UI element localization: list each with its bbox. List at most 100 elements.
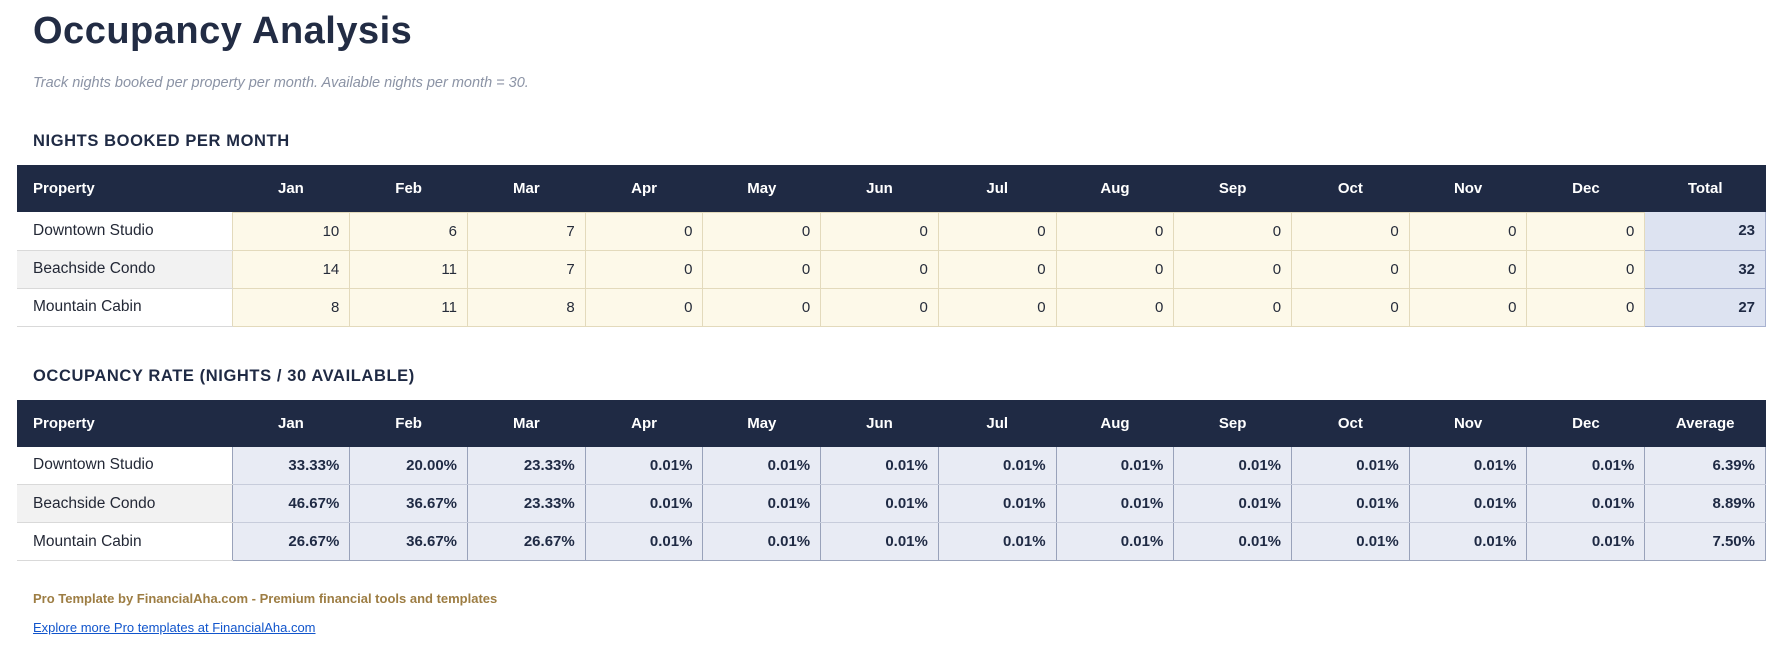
month-value-cell: 0.01% [820, 446, 939, 485]
month-value-cell: 0.01% [702, 522, 821, 561]
month-value-cell: 0.01% [1173, 446, 1292, 485]
month-value-cell: 0 [1408, 211, 1528, 251]
month-value-cell: 33.33% [231, 446, 350, 485]
average-value-cell: 6.39% [1644, 446, 1766, 485]
page-subtitle: Track nights booked per property per mon… [33, 75, 529, 91]
occupancy-rate-table: Property Jan Feb Mar Apr May Jun Jul Aug Sep Oct No… [17, 399, 1766, 561]
month-value-cell: 0 [1408, 250, 1528, 289]
month-value-cell: 11 [349, 288, 468, 327]
month-column-header: Oct [1291, 399, 1410, 447]
section-title-nights-booked: NIGHTS BOOKED PER MONTH [33, 132, 290, 150]
month-value-cell: 0.01% [1173, 522, 1292, 561]
month-column-header: Mar [467, 165, 586, 212]
table-row: Mountain Cabin 26.67% 36.67% 26.67% 0.01% 0.0… [17, 522, 1766, 561]
month-column-header: Oct [1291, 165, 1410, 212]
month-value-cell: 6 [349, 211, 468, 251]
month-column-header: Jan [232, 165, 350, 212]
month-value-cell: 0 [937, 288, 1057, 327]
property-cell: Mountain Cabin [17, 522, 233, 561]
property-column-header: Property [17, 165, 233, 212]
footer: Pro Template by FinancialAha.com - Premi… [17, 591, 1766, 637]
month-value-cell: 0.01% [1291, 522, 1410, 561]
month-value-cell: 0.01% [937, 484, 1057, 523]
month-value-cell: 0 [937, 211, 1057, 251]
month-value-cell: 36.67% [349, 484, 468, 523]
property-column-header: Property [17, 399, 233, 447]
month-value-cell: 11 [349, 250, 468, 289]
nights-table-body: Downtown Studio 10 6 7 0 0 0 0 0 0 0 0 0 23 Beachside … [17, 211, 1766, 327]
month-value-cell: 0 [1173, 211, 1293, 251]
month-column-header: Aug [1056, 399, 1174, 447]
month-value-cell: 0 [1173, 250, 1293, 289]
month-value-cell: 0.01% [1408, 484, 1527, 523]
month-column-header: May [702, 399, 821, 447]
month-value-cell: 0.01% [1055, 484, 1174, 523]
average-value-cell: 8.89% [1644, 484, 1766, 523]
month-value-cell: 0.01% [702, 446, 821, 485]
month-value-cell: 0.01% [1526, 484, 1645, 523]
month-value-cell: 0 [937, 250, 1057, 289]
month-value-cell: 0 [702, 288, 822, 327]
explore-templates-link[interactable]: Explore more Pro templates at FinancialA… [33, 620, 316, 635]
month-value-cell: 0 [702, 250, 822, 289]
month-value-cell: 0.01% [820, 484, 939, 523]
month-value-cell: 8 [231, 288, 351, 327]
month-value-cell: 0.01% [1291, 446, 1410, 485]
nights-booked-table: Property Jan Feb Mar Apr May Jun Jul Aug Sep Oct No… [17, 165, 1766, 327]
month-value-cell: 0.01% [584, 522, 703, 561]
month-value-cell: 0 [820, 211, 939, 251]
table-row: Downtown Studio 33.33% 20.00% 23.33% 0.01% 0.… [17, 446, 1766, 485]
month-value-cell: 0.01% [1526, 446, 1645, 485]
table-row: Beachside Condo 46.67% 36.67% 23.33% 0.01% 0.… [17, 484, 1766, 523]
month-value-cell: 23.33% [467, 484, 586, 523]
month-value-cell: 0 [1526, 250, 1646, 289]
month-value-cell: 0.01% [1173, 484, 1292, 523]
month-column-header: Dec [1526, 399, 1645, 447]
month-value-cell: 0 [1291, 288, 1410, 327]
month-value-cell: 0.01% [584, 446, 703, 485]
month-value-cell: 0.01% [1408, 522, 1527, 561]
table-row: Mountain Cabin 8 11 8 0 0 0 0 0 0 0 0 0 27 [17, 288, 1766, 327]
month-value-cell: 0 [1291, 211, 1410, 251]
property-cell: Beachside Condo [17, 484, 233, 523]
month-column-header: Apr [585, 165, 703, 212]
table-row: Downtown Studio 10 6 7 0 0 0 0 0 0 0 0 0 23 [17, 211, 1766, 251]
month-value-cell: 0.01% [937, 446, 1057, 485]
month-value-cell: 0 [820, 250, 939, 289]
average-column-header: Average [1644, 399, 1766, 447]
month-column-header: Feb [349, 165, 468, 212]
month-value-cell: 46.67% [231, 484, 350, 523]
month-value-cell: 0.01% [1291, 484, 1410, 523]
month-value-cell: 0 [1055, 250, 1175, 289]
total-value-cell: 27 [1644, 288, 1766, 327]
property-cell: Mountain Cabin [17, 288, 233, 327]
nights-table-header: Property Jan Feb Mar Apr May Jun Jul Aug Sep Oct No… [17, 165, 1766, 212]
property-cell: Downtown Studio [17, 212, 233, 251]
month-value-cell: 0 [584, 288, 704, 327]
total-value-cell: 32 [1644, 250, 1766, 289]
month-column-header: Jul [938, 399, 1057, 447]
month-value-cell: 0.01% [1055, 522, 1174, 561]
month-value-cell: 0 [1173, 288, 1293, 327]
header-row: Property Jan Feb Mar Apr May Jun Jul Aug Sep Oct No… [17, 165, 1766, 212]
month-value-cell: 0 [1408, 288, 1528, 327]
month-value-cell: 0.01% [820, 522, 939, 561]
month-value-cell: 0.01% [584, 484, 703, 523]
header-row: Property Jan Feb Mar Apr May Jun Jul Aug Sep Oct No… [17, 399, 1766, 447]
month-value-cell: 26.67% [467, 522, 586, 561]
month-value-cell: 0 [584, 250, 704, 289]
month-column-header: Jun [820, 399, 939, 447]
month-column-header: Jun [820, 165, 939, 212]
section-title-occupancy-rate: OCCUPANCY RATE (NIGHTS / 30 AVAILABLE) [33, 366, 415, 385]
month-value-cell: 26.67% [231, 522, 350, 561]
month-column-header: Jul [938, 165, 1057, 212]
page-title: Occupancy Analysis [33, 10, 413, 52]
property-cell: Downtown Studio [17, 446, 233, 485]
total-column-header: Total [1644, 165, 1766, 212]
month-column-header: Mar [467, 399, 586, 447]
month-value-cell: 0 [1526, 211, 1646, 251]
month-value-cell: 23.33% [467, 446, 586, 485]
month-value-cell: 0 [584, 211, 704, 251]
month-value-cell: 0 [702, 211, 822, 251]
